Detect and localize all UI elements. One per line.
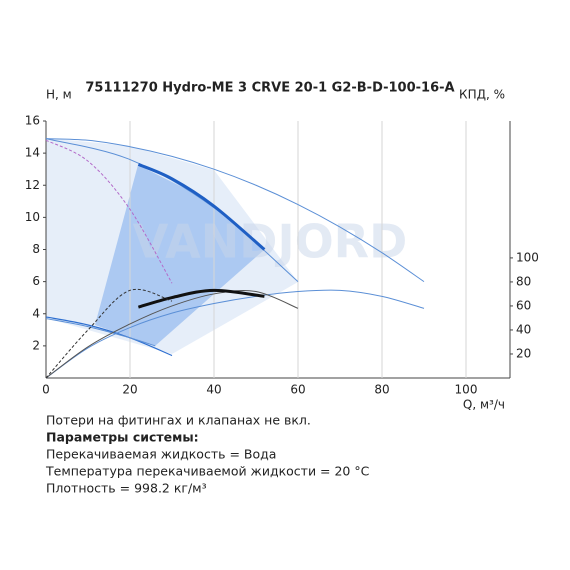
curve bbox=[45, 138, 425, 283]
x-tick-label: 60 bbox=[290, 383, 305, 397]
x-tick-label: 100 bbox=[455, 383, 478, 397]
y-axis-label: H, м bbox=[46, 88, 72, 102]
y-tick-label: 10 bbox=[25, 210, 40, 224]
y2-tick-label: 80 bbox=[516, 274, 531, 288]
curve bbox=[45, 316, 173, 357]
y-tick-label: 2 bbox=[32, 338, 40, 352]
x-tick-label: 80 bbox=[374, 383, 389, 397]
curve bbox=[137, 288, 265, 309]
x-tick-label: 0 bbox=[42, 383, 50, 397]
y2-tick-label: 40 bbox=[516, 322, 531, 336]
note: Перекачиваемая жидкость = Вода bbox=[46, 447, 276, 462]
y-tick-label: 6 bbox=[32, 274, 40, 288]
x-tick-label: 20 bbox=[122, 383, 137, 397]
curve bbox=[45, 288, 173, 379]
y-tick-label: 4 bbox=[32, 306, 40, 320]
watermark: VANDJORD bbox=[133, 215, 408, 269]
curve bbox=[137, 162, 266, 251]
chart-title: 75111270 Hydro-ME 3 CRVE 20-1 G2-B-D-100… bbox=[85, 81, 454, 96]
note: Температура перекачиваемой жидкости = 20… bbox=[45, 464, 370, 479]
y2-tick-label: 60 bbox=[516, 298, 531, 312]
note: Плотность = 998.2 кг/м³ bbox=[46, 481, 207, 496]
y2-tick-label: 100 bbox=[516, 250, 539, 264]
y-tick-label: 8 bbox=[32, 242, 40, 256]
y-tick-label: 14 bbox=[25, 146, 40, 160]
y2-axis-label: КПД, % bbox=[459, 88, 505, 102]
y-tick-label: 12 bbox=[25, 178, 40, 192]
operating-area bbox=[95, 165, 264, 346]
curve bbox=[45, 290, 299, 379]
note-heading: Параметры системы: bbox=[46, 430, 199, 445]
note: Потери на фитингах и клапанах не вкл. bbox=[46, 413, 311, 428]
x-tick-label: 40 bbox=[206, 383, 221, 397]
y2-tick-label: 20 bbox=[516, 346, 531, 360]
x-axis-label: Q, м³/ч bbox=[463, 398, 505, 412]
curve bbox=[45, 139, 173, 284]
y-tick-label: 16 bbox=[25, 114, 40, 128]
curve bbox=[45, 318, 156, 347]
curve bbox=[45, 289, 425, 379]
